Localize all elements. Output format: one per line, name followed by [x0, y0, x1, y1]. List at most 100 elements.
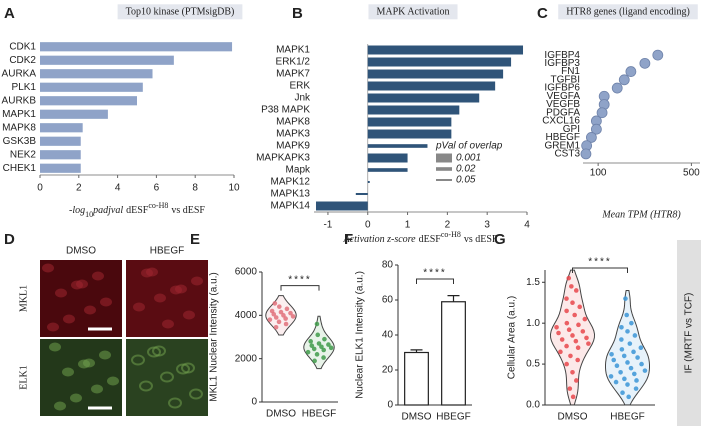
- cell: [189, 388, 203, 400]
- point: [273, 315, 279, 320]
- y-tick-label: MAPK1: [276, 45, 310, 56]
- point: [625, 360, 630, 365]
- point: [564, 343, 569, 349]
- x-tick-label: HBEGF: [436, 412, 470, 423]
- point: [625, 382, 630, 387]
- point: [632, 371, 637, 377]
- y-tick-label: 60: [382, 295, 394, 306]
- point: [277, 304, 282, 309]
- point: [564, 296, 569, 301]
- cell: [168, 397, 182, 409]
- point: [626, 394, 631, 400]
- point: [631, 349, 636, 355]
- y-tick-label: MAPKAPK3: [256, 153, 310, 164]
- y-tick-label: MAPK1: [2, 109, 36, 120]
- significance-label: ****: [423, 268, 447, 279]
- point: [283, 321, 289, 327]
- column-label: DMSO: [66, 246, 96, 257]
- y-tick-label: AURKA: [2, 68, 37, 79]
- bar: [367, 180, 370, 184]
- point: [575, 345, 581, 351]
- cell: [181, 362, 195, 374]
- point: [574, 378, 579, 383]
- y-axis-label: Nuclear ELK1 Intensity (a.u.): [355, 271, 366, 399]
- point: [635, 355, 640, 360]
- point: [283, 316, 288, 321]
- x-axis-label-part: dESF: [419, 234, 442, 245]
- y-tick-label: MAPK7: [276, 69, 310, 80]
- panel-title: MAPK Activation: [376, 6, 449, 17]
- bar: [40, 123, 83, 133]
- y-tick-label: PLK1: [12, 82, 37, 93]
- x-axis-label: -log10padjval dESFco-H8 vs dESF: [69, 201, 205, 219]
- point: [321, 355, 326, 360]
- y-tick-label: MAPK13: [271, 189, 311, 200]
- panel-letter: E: [190, 231, 200, 248]
- legend-label: 0.001: [456, 153, 481, 164]
- point: [614, 363, 620, 369]
- title-box: [368, 4, 458, 20]
- cell: [55, 288, 67, 298]
- row-label: MKL1: [18, 285, 29, 312]
- y-tick-label: ERK1/2: [276, 57, 311, 68]
- title-box: [117, 4, 243, 20]
- cell: [162, 319, 174, 329]
- point: [621, 353, 627, 359]
- point: [608, 374, 614, 379]
- panel-title: HTR8 genes (ligand encoding): [566, 6, 690, 17]
- cell: [100, 297, 112, 307]
- x-axis-label-part: Activation z-score: [343, 234, 417, 245]
- point: [611, 357, 617, 363]
- bar: [355, 192, 368, 196]
- significance-bracket: [280, 285, 320, 291]
- point: [570, 394, 576, 400]
- point: [564, 361, 569, 367]
- cell: [54, 401, 66, 411]
- point: [316, 341, 322, 346]
- y-axis-label: Cellular Area (a.u.): [507, 296, 518, 379]
- point: [625, 329, 630, 334]
- significance-bracket: [572, 267, 628, 273]
- y-tick-label: IGFBP3: [544, 58, 580, 69]
- point: [632, 333, 638, 338]
- micrograph: [126, 339, 208, 416]
- x-tick-label: 2: [76, 183, 82, 194]
- cell: [83, 358, 95, 368]
- point: [573, 338, 579, 344]
- dot: [580, 148, 592, 160]
- point: [272, 301, 278, 306]
- y-tick-label: Mapk: [286, 165, 311, 176]
- point: [570, 333, 575, 338]
- x-tick-label: 0: [365, 220, 371, 231]
- bar: [40, 96, 137, 106]
- x-axis-label-part: vs dESF: [171, 205, 205, 216]
- point: [314, 352, 320, 357]
- cell: [92, 271, 104, 281]
- y-tick-label: NEK2: [10, 149, 37, 160]
- y-tick-label: 40: [382, 330, 394, 341]
- bar: [367, 105, 460, 115]
- x-tick-label: 3: [484, 220, 490, 231]
- panel-letter: A: [4, 5, 15, 22]
- column-label: HBEGF: [150, 246, 184, 257]
- bar: [404, 351, 429, 406]
- x-axis-label-part: 10: [85, 210, 93, 219]
- y-tick-label: AURKB: [2, 95, 37, 106]
- bar: [367, 144, 428, 148]
- x-tick-label: 2: [445, 220, 451, 231]
- y-tick-label: 0.5: [526, 359, 540, 370]
- point: [309, 343, 315, 348]
- y-tick-label: 0: [251, 397, 257, 408]
- point: [633, 386, 639, 391]
- y-tick-label: PDGFA: [546, 107, 580, 118]
- dot: [625, 66, 637, 77]
- point: [314, 321, 320, 327]
- y-tick-label: 20: [382, 365, 394, 376]
- x-tick-label: 8: [192, 183, 198, 194]
- cell: [133, 302, 145, 312]
- cell: [91, 384, 103, 394]
- cell: [47, 322, 59, 332]
- point: [267, 317, 273, 322]
- point: [276, 319, 282, 325]
- y-tick-label: IGFBP6: [544, 83, 580, 94]
